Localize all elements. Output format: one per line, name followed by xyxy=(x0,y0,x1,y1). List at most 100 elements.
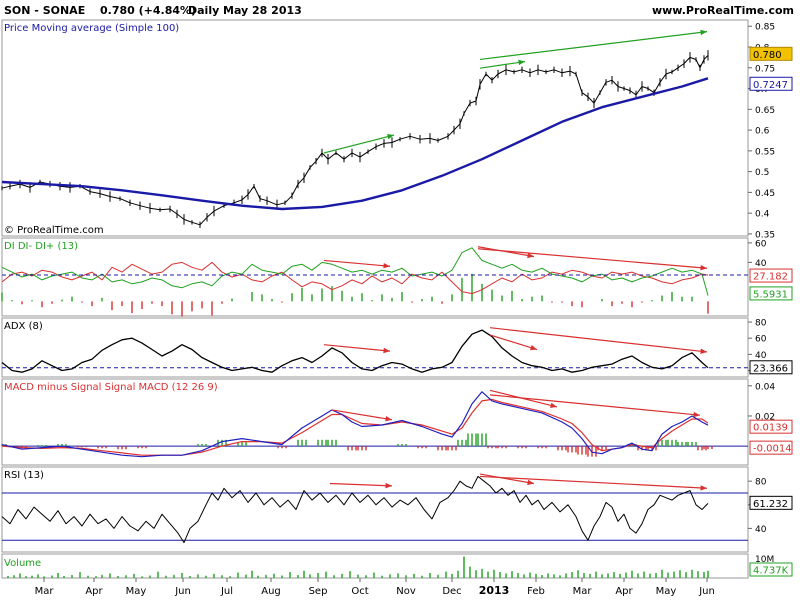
x-tick-label: Mar xyxy=(35,586,55,597)
x-tick-label: Feb xyxy=(527,586,545,597)
red-trend-arrow-shaft xyxy=(479,473,535,485)
macd-value-box xyxy=(749,419,793,434)
y-tick-label: 0.4 xyxy=(755,210,770,220)
y-tick-label: 40 xyxy=(755,259,767,269)
red-trend-arrow-head xyxy=(527,252,534,259)
price-change: 0.780 (+4.84%) xyxy=(100,4,196,17)
red-trend-arrow-head xyxy=(383,262,390,269)
y-tick-label: 0.35 xyxy=(755,230,775,240)
chart-panels: 0.850.80.750.70.650.60.550.50.450.40.35P… xyxy=(1,19,793,579)
rsi-value: 61.232 xyxy=(753,499,788,510)
adx-value-box xyxy=(749,360,793,375)
red-trend-arrow-head xyxy=(527,479,534,486)
di-minus-value-box xyxy=(749,268,793,283)
green-trend-arrow xyxy=(323,134,395,154)
panel-macd-frame xyxy=(1,378,749,466)
red-trend-arrow-head xyxy=(700,348,707,354)
ma-value-tag-box xyxy=(749,76,793,91)
red-trend-arrow-head xyxy=(693,411,700,418)
x-tick-label: Apr xyxy=(615,586,633,597)
panel-adx: 80604020ADX (8)23.366 xyxy=(1,317,793,378)
ma-value-tag: 0.7247 xyxy=(753,80,788,91)
chart-date: May 28 2013 xyxy=(223,4,302,17)
red-trend-arrow xyxy=(489,389,558,409)
macd-value: 0.0139 xyxy=(753,423,788,434)
y-tick-label: 80 xyxy=(755,319,767,329)
red-trend-arrow-shaft xyxy=(489,334,538,351)
x-tick-label: 2013 xyxy=(479,584,510,597)
price-line xyxy=(1,54,709,226)
adx-line xyxy=(1,329,709,373)
green-trend-arrow-shaft xyxy=(479,31,708,61)
di-plus-line xyxy=(1,247,709,296)
red-trend-arrow-head xyxy=(385,416,392,422)
x-tick-label: Jun xyxy=(698,586,715,597)
di-plus-value-box xyxy=(749,286,793,301)
panel-volume: 10M Volume 4.737K xyxy=(1,553,793,579)
panel-macd: 0.04 0.02 MACD minus Signal Signal MACD (1… xyxy=(1,378,793,466)
y-tick-label: 0.6 xyxy=(755,127,770,137)
x-tick-label: Mar xyxy=(573,586,593,597)
panel-di-frame xyxy=(1,237,749,317)
y-tick-label: 0.45 xyxy=(755,189,775,199)
adx-panel-title: ADX (8) xyxy=(4,321,43,332)
y-tick-label: 10M xyxy=(755,555,774,565)
y-tick-label: 40 xyxy=(755,525,767,535)
di-minus-line xyxy=(1,261,709,295)
rsi-value-box xyxy=(749,495,793,510)
red-trend-arrow-head xyxy=(700,485,707,491)
rsi-line xyxy=(1,475,709,544)
x-tick-label: Jun xyxy=(174,586,191,597)
macd-line xyxy=(1,391,709,458)
di-panel-title: DI DI- DI+ (13) xyxy=(4,241,78,252)
red-trend-arrow-head xyxy=(383,347,390,354)
red-trend-arrow xyxy=(489,327,708,354)
y-tick-label: 60 xyxy=(755,239,767,249)
x-tick-label: May xyxy=(656,586,677,597)
rsi-panel-title: RSI (13) xyxy=(4,470,44,481)
x-tick-label: Nov xyxy=(396,586,416,597)
period-label: Daily xyxy=(188,4,219,17)
site-link[interactable]: www.ProRealTime.com xyxy=(652,4,794,17)
x-axis: Mar Apr May Jun Jul Aug Sep Oct Nov Dec 2013 Feb Mar… xyxy=(35,578,715,597)
volume-bars xyxy=(7,556,709,578)
red-trend-arrow xyxy=(489,334,538,351)
volume-panel-title: Volume xyxy=(4,558,41,569)
y-tick-label: 0.55 xyxy=(755,147,775,157)
green-trend-arrow-shaft xyxy=(323,134,395,154)
moving-average-line xyxy=(1,77,709,211)
panel-adx-frame xyxy=(1,317,749,378)
price-panel-title: Price Moving average (Simple 100) xyxy=(4,23,179,34)
y-tick-label: 0.5 xyxy=(755,168,769,178)
panel-rsi-frame xyxy=(1,466,749,553)
last-price-tag: 0.780 xyxy=(753,50,782,61)
x-tick-label: Oct xyxy=(351,586,368,597)
red-trend-arrow xyxy=(489,394,701,418)
green-trend-arrow xyxy=(479,29,708,61)
red-trend-arrow-head xyxy=(700,264,707,271)
di-minus-value: 27.182 xyxy=(753,272,788,283)
last-price-tag-box xyxy=(749,46,793,61)
chart-header: SON - SONAE 0.780 (+4.84%) Daily May 28 … xyxy=(4,4,794,17)
macd-panel-title: MACD minus Signal Signal MACD (12 26 9) xyxy=(4,382,218,393)
y-tick-label: 0.65 xyxy=(755,106,775,116)
macd-hist-value-box xyxy=(749,440,793,455)
green-trend-arrow-head xyxy=(700,29,707,36)
green-trend-arrow xyxy=(479,59,526,69)
red-trend-arrow-shaft xyxy=(323,344,391,352)
y-tick-label: 60 xyxy=(755,335,767,345)
panel-price-frame xyxy=(1,19,749,237)
green-trend-arrow-shaft xyxy=(479,60,526,69)
x-tick-label: Jul xyxy=(220,586,233,597)
panel-rsi: 806040RSI (13)61.232 xyxy=(1,466,793,553)
macd-hist-value: -0.0014 xyxy=(753,444,792,455)
green-trend-arrow-head xyxy=(518,59,525,66)
red-trend-arrow xyxy=(331,409,393,422)
red-trend-arrow-shaft xyxy=(489,327,708,353)
red-trend-arrow-head xyxy=(530,345,537,351)
y-tick-label: 40 xyxy=(755,351,767,361)
volume-value-box xyxy=(749,562,793,577)
red-trend-arrow-head xyxy=(385,482,392,489)
red-trend-arrow-shaft xyxy=(329,482,393,487)
